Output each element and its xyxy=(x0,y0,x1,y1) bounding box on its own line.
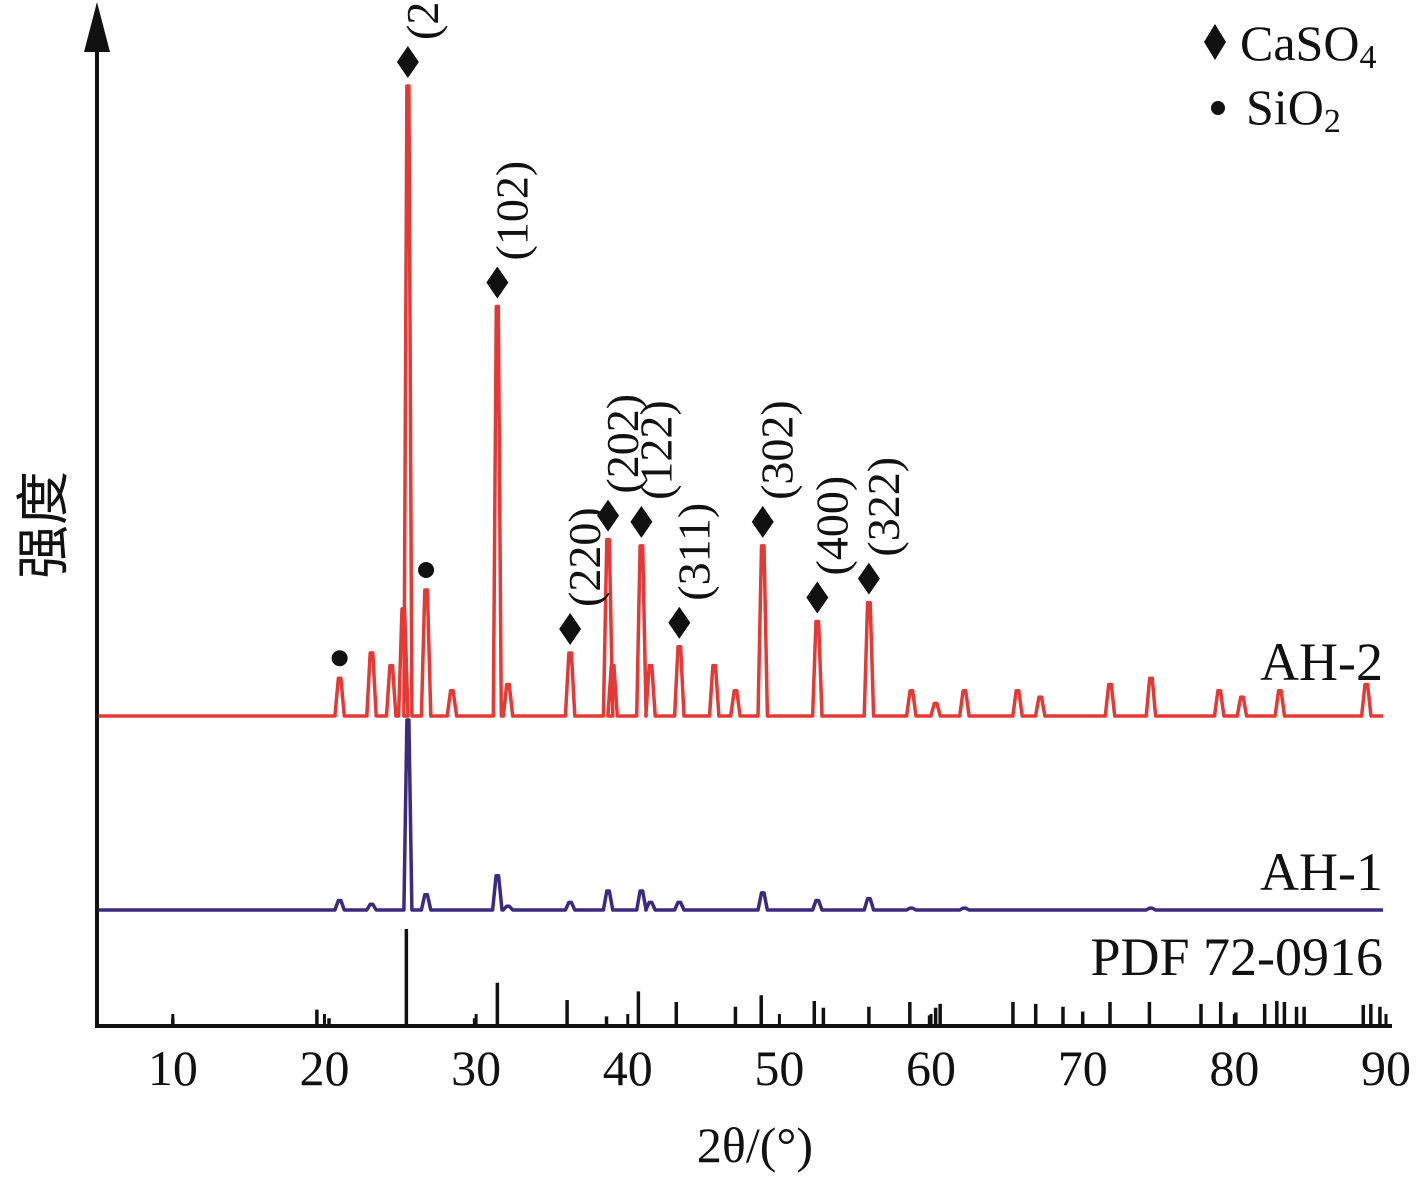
caso4-peak-marker xyxy=(486,266,509,299)
miller-index-label: (322) xyxy=(858,457,909,557)
legend-diamond-icon xyxy=(1204,24,1226,60)
caso4-peak-marker xyxy=(751,505,774,538)
y-axis-arrow xyxy=(84,2,110,52)
x-tick-label-10: 10 xyxy=(148,1040,198,1096)
x-tick-label-60: 60 xyxy=(906,1040,956,1096)
series-label-0: AH-2 xyxy=(1260,632,1383,692)
series-line xyxy=(98,718,1383,912)
series-layer xyxy=(98,84,1383,1025)
sio2-peak-marker xyxy=(418,562,435,578)
legend-sio2-label: SiO2 xyxy=(1246,79,1341,140)
x-tick-label-70: 70 xyxy=(1058,1040,1108,1096)
miller-index-label: (102) xyxy=(486,161,537,261)
x-tick-label-30: 30 xyxy=(451,1040,501,1096)
miller-index-label: (202) xyxy=(597,394,648,494)
x-tick-label-90: 90 xyxy=(1361,1040,1411,1096)
caso4-peak-marker xyxy=(597,499,620,532)
miller-index-label: (200) xyxy=(397,0,448,40)
sio2-peak-marker xyxy=(331,650,348,667)
x-tick-label-20: 20 xyxy=(299,1040,349,1096)
miller-index-label: (311) xyxy=(668,503,719,601)
caso4-peak-marker xyxy=(559,613,582,645)
x-tick-label-40: 40 xyxy=(603,1040,653,1096)
series-ah-2 xyxy=(98,84,1383,718)
miller-index-label: (302) xyxy=(752,400,803,500)
marker-layer: (200) (102) (220) (202)(122)(311) (302)(400)… xyxy=(331,0,909,667)
series-pdf-72-0916 xyxy=(171,929,1382,1025)
legend-circle-icon xyxy=(1211,101,1225,115)
x-axis-title: 2θ/(°) xyxy=(697,1117,813,1173)
miller-index-label: (400) xyxy=(806,476,857,576)
caso4-peak-marker xyxy=(630,505,653,538)
caso4-peak-marker xyxy=(396,46,419,78)
x-tick-label-50: 50 xyxy=(754,1040,804,1096)
x-tick-label-80: 80 xyxy=(1209,1040,1259,1096)
series-labels: AH-2 AH-1 PDF 72-0916 xyxy=(1090,632,1383,987)
series-label-1: AH-1 xyxy=(1260,842,1383,902)
legend-caso4-label: CaSO4 xyxy=(1240,15,1376,76)
caso4-peak-marker xyxy=(806,581,829,614)
miller-index-label: (220) xyxy=(559,507,610,607)
miller-index-label: (122) xyxy=(630,400,681,500)
caso4-peak-marker xyxy=(857,562,880,595)
y-axis-title: 强度 xyxy=(14,471,74,579)
series-line xyxy=(98,84,1383,718)
series-label-2: PDF 72-0916 xyxy=(1090,927,1383,987)
legend: CaSO4 SiO2 xyxy=(1204,15,1376,140)
caso4-peak-marker xyxy=(668,606,691,639)
series-ah-1 xyxy=(98,718,1383,912)
